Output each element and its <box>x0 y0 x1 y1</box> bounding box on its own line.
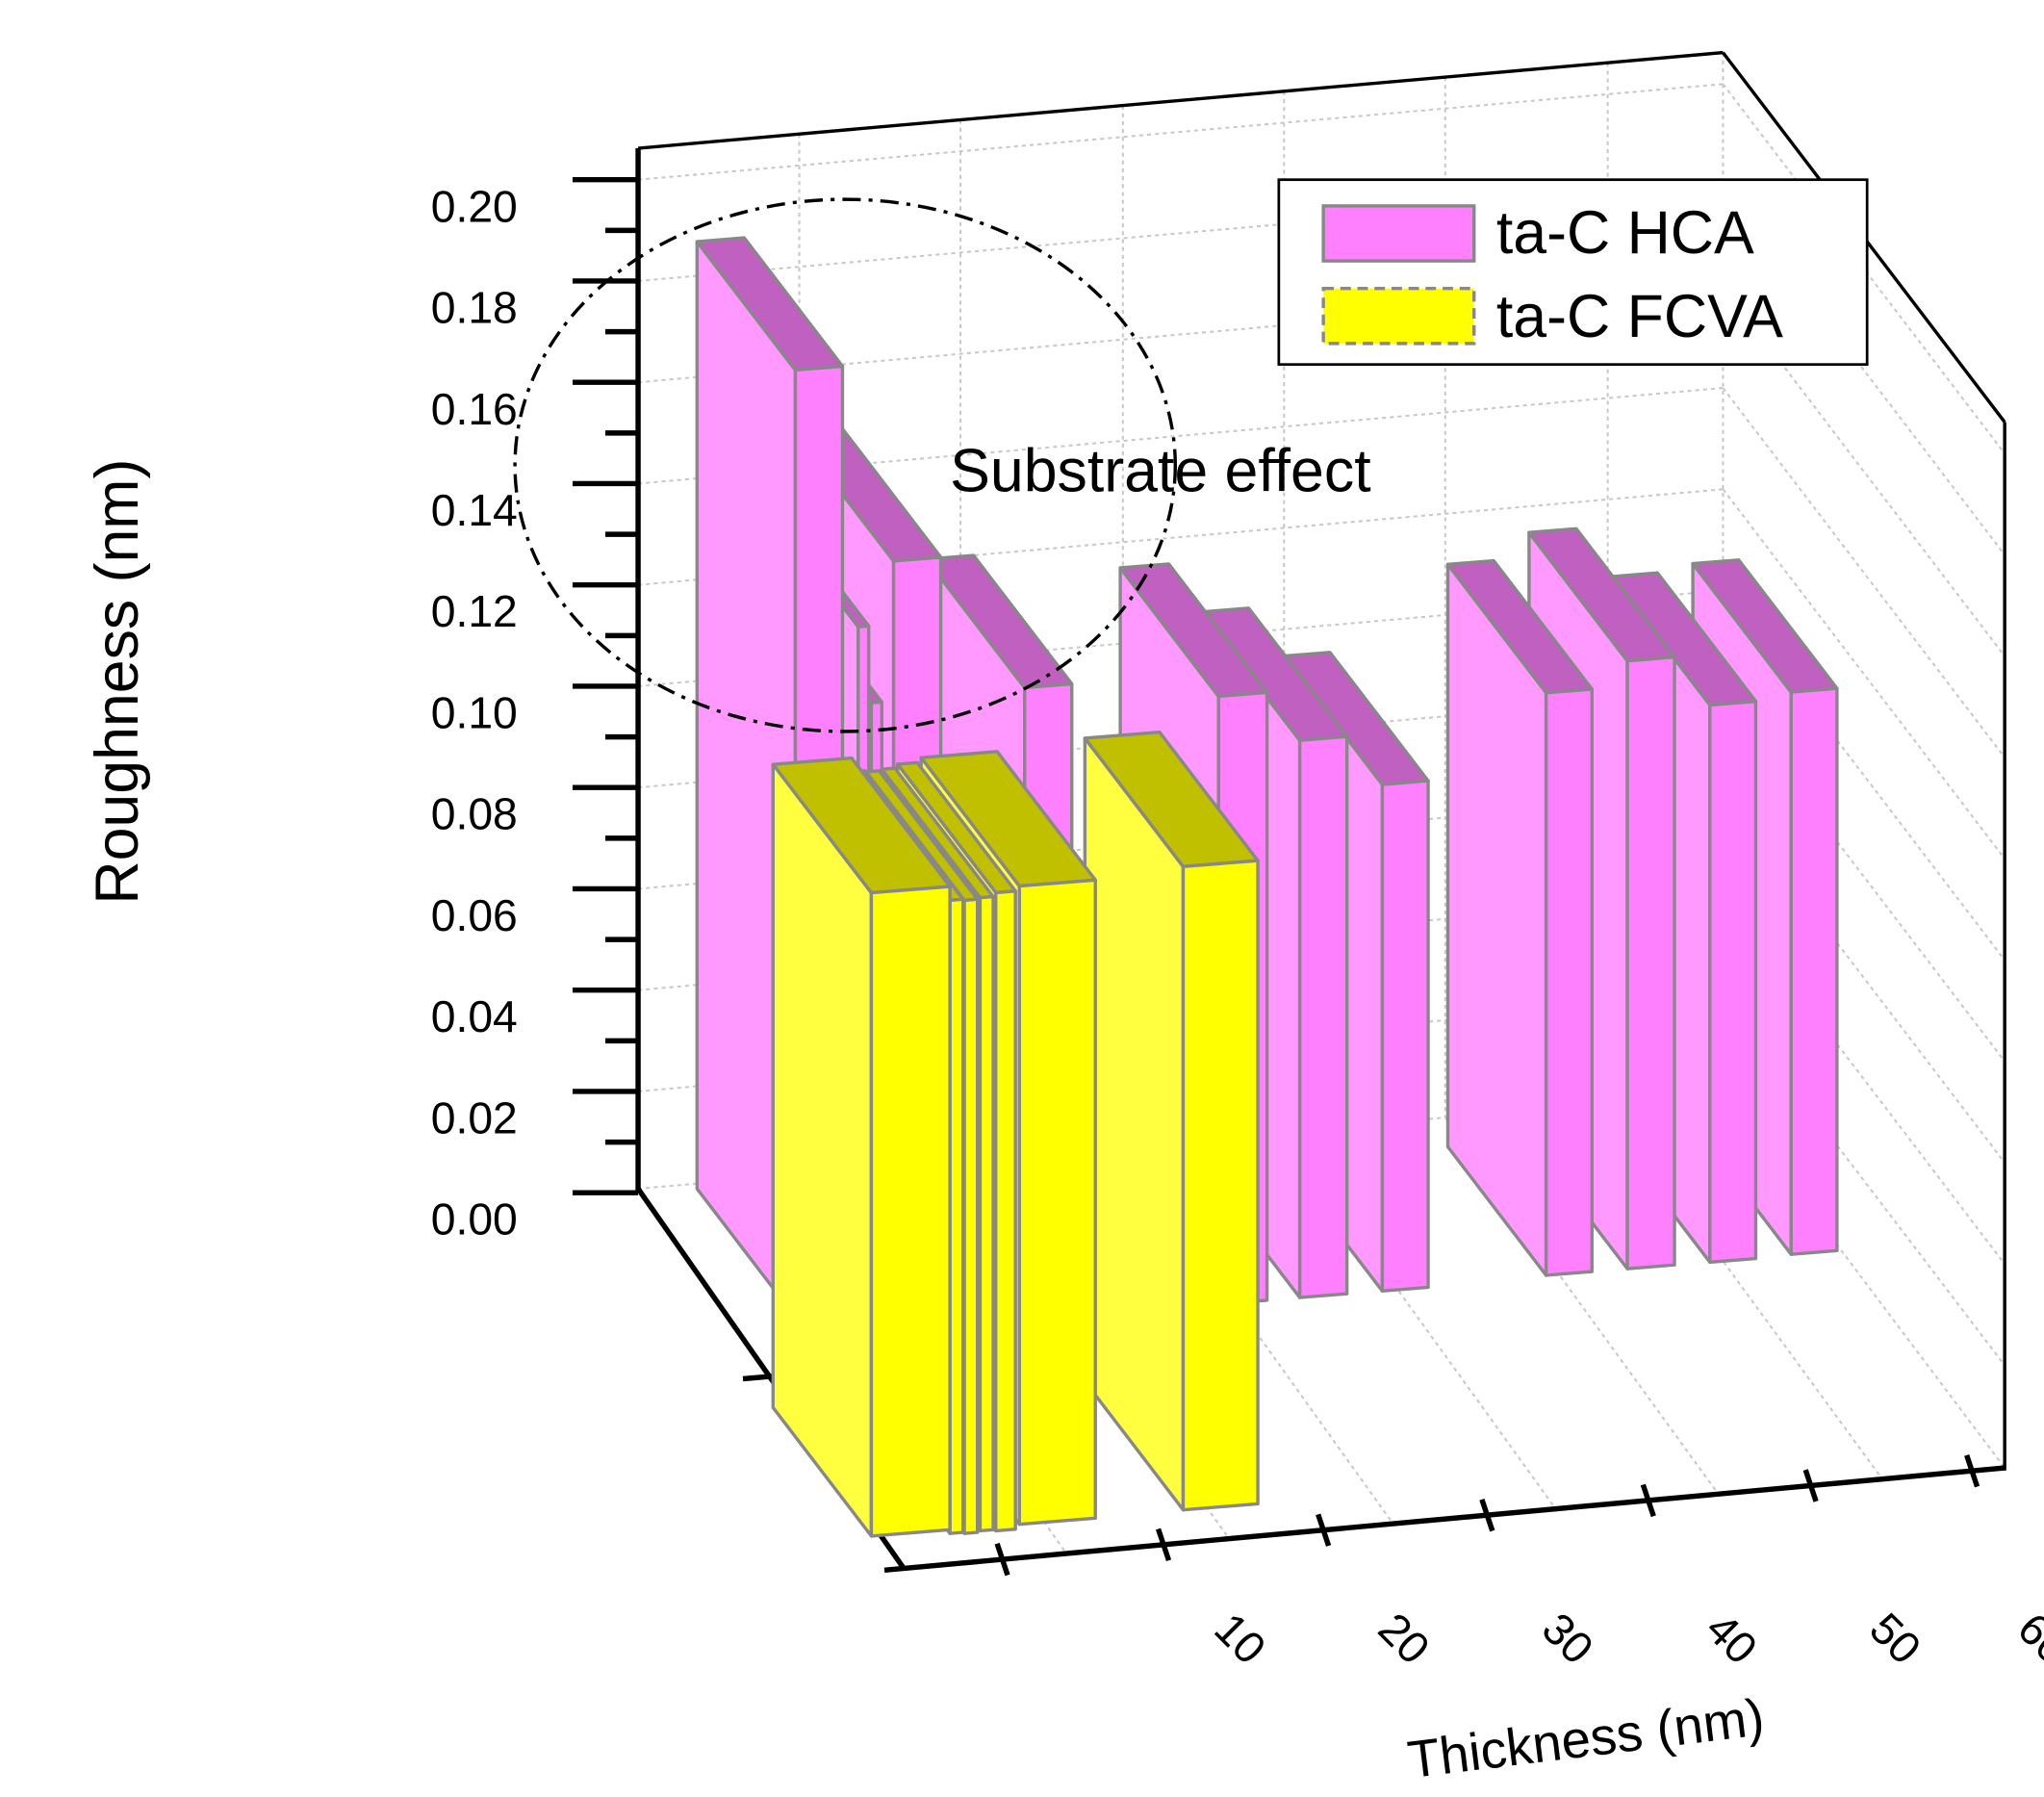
legend-swatch-hca <box>1321 204 1476 263</box>
side-wall-gridline <box>1722 83 2006 454</box>
side-wall-gridline <box>1722 589 2006 962</box>
bar-fcva-front <box>1181 859 1260 1512</box>
x-tick-label: 20 <box>1369 1604 1440 1674</box>
x-tick-label: 50 <box>1860 1604 1930 1674</box>
y-tick-label: 0.06 <box>431 890 518 940</box>
x-tick <box>1964 1454 1980 1488</box>
y-ticks: 0.00 0.02 0.04 0.06 0.08 0.10 0.12 0.14 0.16 0.18… <box>431 176 639 1245</box>
legend: ta-C HCA ta-C FCVA <box>1277 178 1869 367</box>
y-axis-title: Roughness (nm) <box>84 459 151 905</box>
side-wall-gridline <box>1722 893 2006 1265</box>
substrate-effect-ellipse <box>513 197 1178 733</box>
bar-fcva-front <box>978 894 995 1533</box>
y-tick-label: 0.18 <box>431 283 518 333</box>
x-tick-label: 40 <box>1697 1604 1767 1674</box>
side-wall-gridline <box>1722 792 2006 1164</box>
side-wall-gridline <box>1722 184 2006 556</box>
side-wall-gridline <box>1722 488 2006 860</box>
bar-fcva-front <box>1017 878 1097 1527</box>
x-tick <box>1479 1498 1495 1532</box>
bar-hca-front <box>1789 686 1839 1256</box>
x-tick <box>1156 1527 1172 1562</box>
x-tick-label: 60 <box>2008 1604 2044 1674</box>
y-tick-label: 0.08 <box>431 789 518 839</box>
y-tick-label: 0.10 <box>431 688 518 738</box>
back-top-edge <box>637 50 1724 150</box>
x-tick <box>1316 1513 1332 1547</box>
legend-swatch-fcva <box>1321 287 1476 346</box>
side-wall-gridline <box>1722 387 2006 758</box>
bar-fcva-side <box>771 762 874 1538</box>
bar-fcva-front <box>994 889 1017 1533</box>
bars <box>695 236 1839 1538</box>
bar-fcva-front <box>869 885 952 1538</box>
axes <box>635 50 2006 1574</box>
y-tick-label: 0.04 <box>431 991 518 1041</box>
y-tick-label: 0.00 <box>431 1194 518 1245</box>
x-tick-label: 30 <box>1533 1604 1603 1674</box>
side-wall-gridline <box>1722 994 2006 1367</box>
bar-fcva-front <box>962 897 980 1535</box>
y-tick-label: 0.12 <box>431 586 518 636</box>
bar-hca-front <box>1625 655 1676 1271</box>
bar-fcva <box>771 756 952 1538</box>
x-tick <box>1640 1483 1656 1518</box>
y-tick-label: 0.16 <box>431 384 518 434</box>
x-ticks: 10 20 30 40 50 60 <box>994 1454 2044 1674</box>
y-tick-label: 0.20 <box>431 181 518 231</box>
bar-hca-front <box>1544 687 1594 1277</box>
bar-hca-front <box>1297 734 1349 1299</box>
legend-label-fcva: ta-C FCVA <box>1496 283 1783 350</box>
bar-hca-front <box>1380 779 1430 1293</box>
depth-axis-tick <box>742 1373 774 1382</box>
x-axis-line <box>883 1465 2006 1574</box>
y-tick-label: 0.02 <box>431 1092 518 1142</box>
bar-fcva-front <box>948 897 965 1535</box>
bar-fcva <box>1083 730 1260 1512</box>
side-wall-gridline <box>1722 691 2006 1063</box>
substrate-effect-annotation: Substrate effect <box>950 438 1371 505</box>
x-tick <box>1802 1469 1819 1502</box>
x-tick-label: 10 <box>1205 1604 1275 1674</box>
y-tick-label: 0.14 <box>431 485 518 535</box>
back-wall-gridline <box>637 83 1724 181</box>
x-tick <box>994 1542 1010 1577</box>
legend-label-hca: ta-C HCA <box>1496 199 1754 267</box>
x-axis-title: Thickness (nm) <box>1405 1687 1768 1789</box>
bar-hca-front <box>1708 699 1758 1265</box>
side-wall-gridline <box>1722 286 2006 657</box>
bar-hca <box>1445 558 1594 1277</box>
bar-fcva-side <box>1083 736 1186 1512</box>
